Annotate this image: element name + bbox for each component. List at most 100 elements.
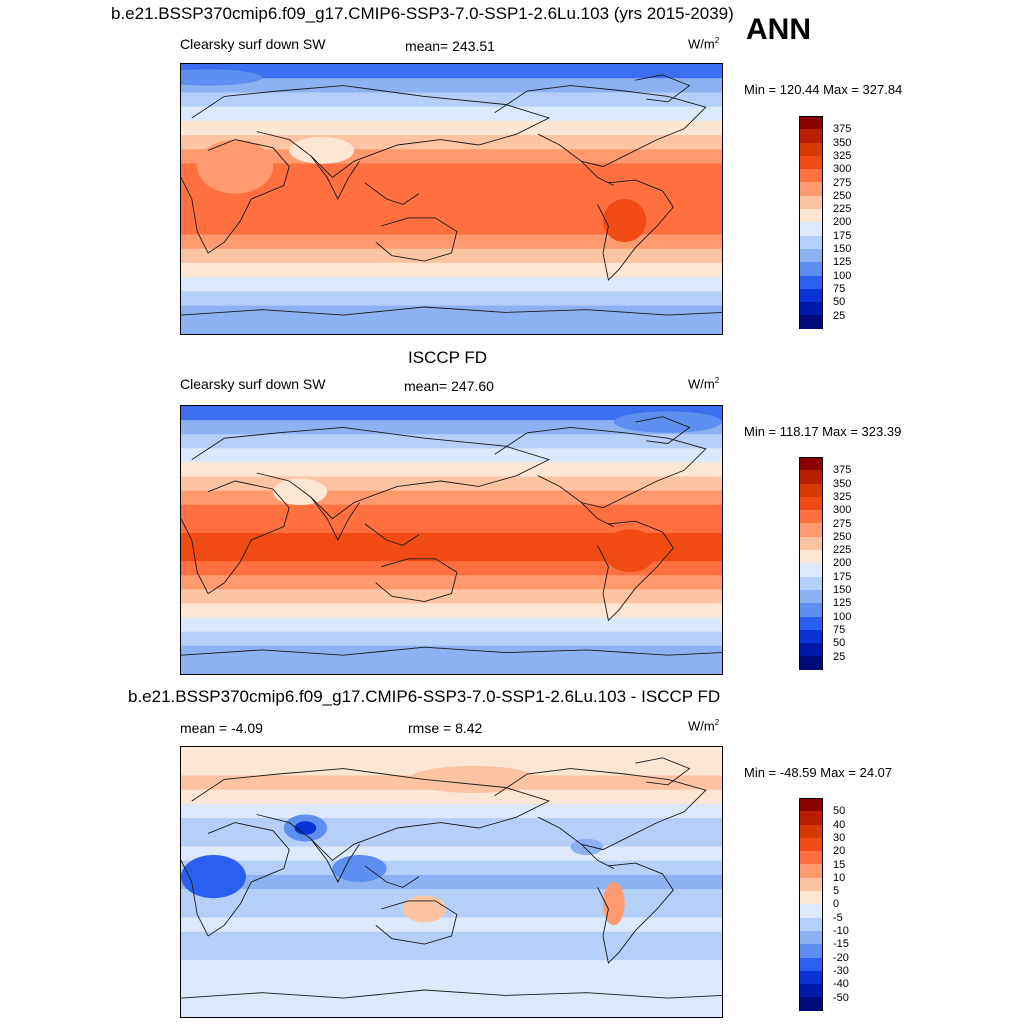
coastline: [375, 558, 458, 603]
panel1-mean-label: mean= 243.51: [405, 38, 495, 54]
contour-band: [181, 234, 722, 250]
colorbar-tick-label: -30: [833, 964, 849, 977]
colorbar-swatch: [799, 616, 823, 630]
panel2-colorbar: 375 350 325 300 275 250 225 200 175 150 125 100 75 50…: [799, 457, 851, 670]
contour-band: [181, 206, 722, 222]
coastline: [375, 900, 458, 945]
coastline: [597, 862, 674, 964]
contour-band: [181, 631, 722, 647]
colorbar-swatch: [799, 182, 823, 196]
contour-patch: [272, 478, 328, 506]
panel3-title: b.e21.BSSP370cmip6.f09_g17.CMIP6-SSP3-7.…: [128, 687, 721, 706]
colorbar-tick-label: -40: [833, 978, 849, 991]
colorbar-swatch: [799, 483, 823, 497]
map-field: [181, 406, 722, 674]
coastline: [580, 502, 614, 528]
panel3-units: W/m2: [688, 718, 720, 734]
season-label: ANN: [746, 13, 811, 46]
contour-band: [181, 262, 722, 279]
contour-band: [181, 589, 722, 605]
contour-band: [181, 846, 722, 862]
panel3-colorbar: 50 40 30 20 15 10 5 0 -5 -10 -15 -20 -30 -40 -50: [799, 798, 849, 1011]
colorbar-tick-label: 50: [833, 805, 846, 818]
colorbar-swatch: [799, 957, 823, 971]
contour-band: [181, 974, 722, 990]
panel1-minmax: Min = 120.44 Max = 327.84: [744, 82, 903, 97]
coastline: [181, 989, 722, 999]
colorbar-swatch: [799, 563, 823, 577]
contour-patch: [289, 136, 355, 164]
contour-band: [181, 960, 722, 976]
colorbar-tick-label: -50: [833, 991, 849, 1004]
colorbar-swatch: [799, 457, 823, 471]
map-field: [181, 64, 722, 334]
map-field: [181, 747, 722, 1017]
contour-band: [181, 106, 722, 122]
contour-patch: [602, 199, 647, 243]
panel2-title: ISCCP FD: [408, 348, 488, 367]
contour-band: [181, 277, 722, 293]
panel1-units: W/m2: [688, 36, 720, 52]
contour-band: [181, 462, 722, 478]
colorbar-swatch: [799, 315, 823, 329]
panel3-map: [180, 746, 723, 1018]
colorbar-tick-label: 350: [833, 136, 852, 149]
contour-band: [181, 448, 722, 464]
colorbar-swatch: [799, 904, 823, 918]
colorbar-swatch: [799, 798, 823, 812]
colorbar-tick-label: 10: [833, 871, 846, 884]
colorbar-tick-label: 375: [833, 123, 852, 136]
colorbar-swatch: [799, 811, 823, 825]
contour-band: [181, 889, 722, 905]
colorbar-swatch: [799, 970, 823, 985]
colorbar-tick-label: 40: [833, 818, 846, 831]
panel2-variable-label: Clearsky surf down SW: [180, 376, 326, 392]
contour-band: [181, 248, 722, 264]
contour-band: [181, 747, 722, 763]
colorbar-swatch: [799, 209, 823, 223]
contour-band: [181, 490, 722, 506]
coastline: [181, 646, 722, 656]
coastline: [310, 838, 360, 884]
contour-band: [181, 874, 722, 891]
colorbar-tick-label: 75: [833, 623, 846, 636]
coastline: [635, 757, 691, 786]
colorbar-swatch: [799, 930, 823, 945]
contour-patch: [197, 139, 273, 194]
colorbar-swatch: [799, 262, 823, 276]
contour-band: [181, 434, 722, 450]
colorbar-swatch: [799, 222, 823, 236]
contour-band: [181, 917, 722, 933]
contour-band: [181, 78, 722, 94]
contour-patch: [402, 895, 447, 923]
coastline: [635, 74, 691, 103]
contour-band: [181, 860, 722, 876]
colorbar-swatch: [799, 576, 823, 590]
colorbar-tick-label: 275: [833, 176, 852, 189]
colorbar-tick-label: 50: [833, 296, 846, 309]
contour-patch: [570, 838, 603, 855]
colorbar-swatch: [799, 603, 823, 617]
coastline: [597, 520, 674, 622]
contour-band: [181, 617, 722, 633]
contour-patch: [602, 529, 658, 573]
contour-patch: [408, 765, 539, 793]
colorbar-swatch: [799, 997, 823, 1011]
panel2-map: [180, 405, 723, 675]
contour-band: [181, 177, 722, 193]
panel3-rmse-label: rmse = 8.42: [408, 720, 483, 736]
coastline: [191, 85, 551, 178]
colorbar-tick-label: 325: [833, 149, 852, 162]
contour-band: [181, 659, 722, 674]
contour-band: [181, 406, 722, 422]
colorbar-swatch: [799, 510, 823, 524]
colorbar-tick-label: 175: [833, 570, 852, 583]
colorbar-tick-label: 15: [833, 858, 846, 871]
contour-band: [181, 504, 722, 520]
colorbar-swatch: [799, 142, 823, 156]
contour-patch: [602, 882, 625, 926]
panel3-minmax: Min = -48.59 Max = 24.07: [744, 765, 893, 780]
contour-band: [181, 64, 722, 80]
coastline: [181, 822, 290, 937]
colorbar-swatch: [799, 944, 823, 958]
